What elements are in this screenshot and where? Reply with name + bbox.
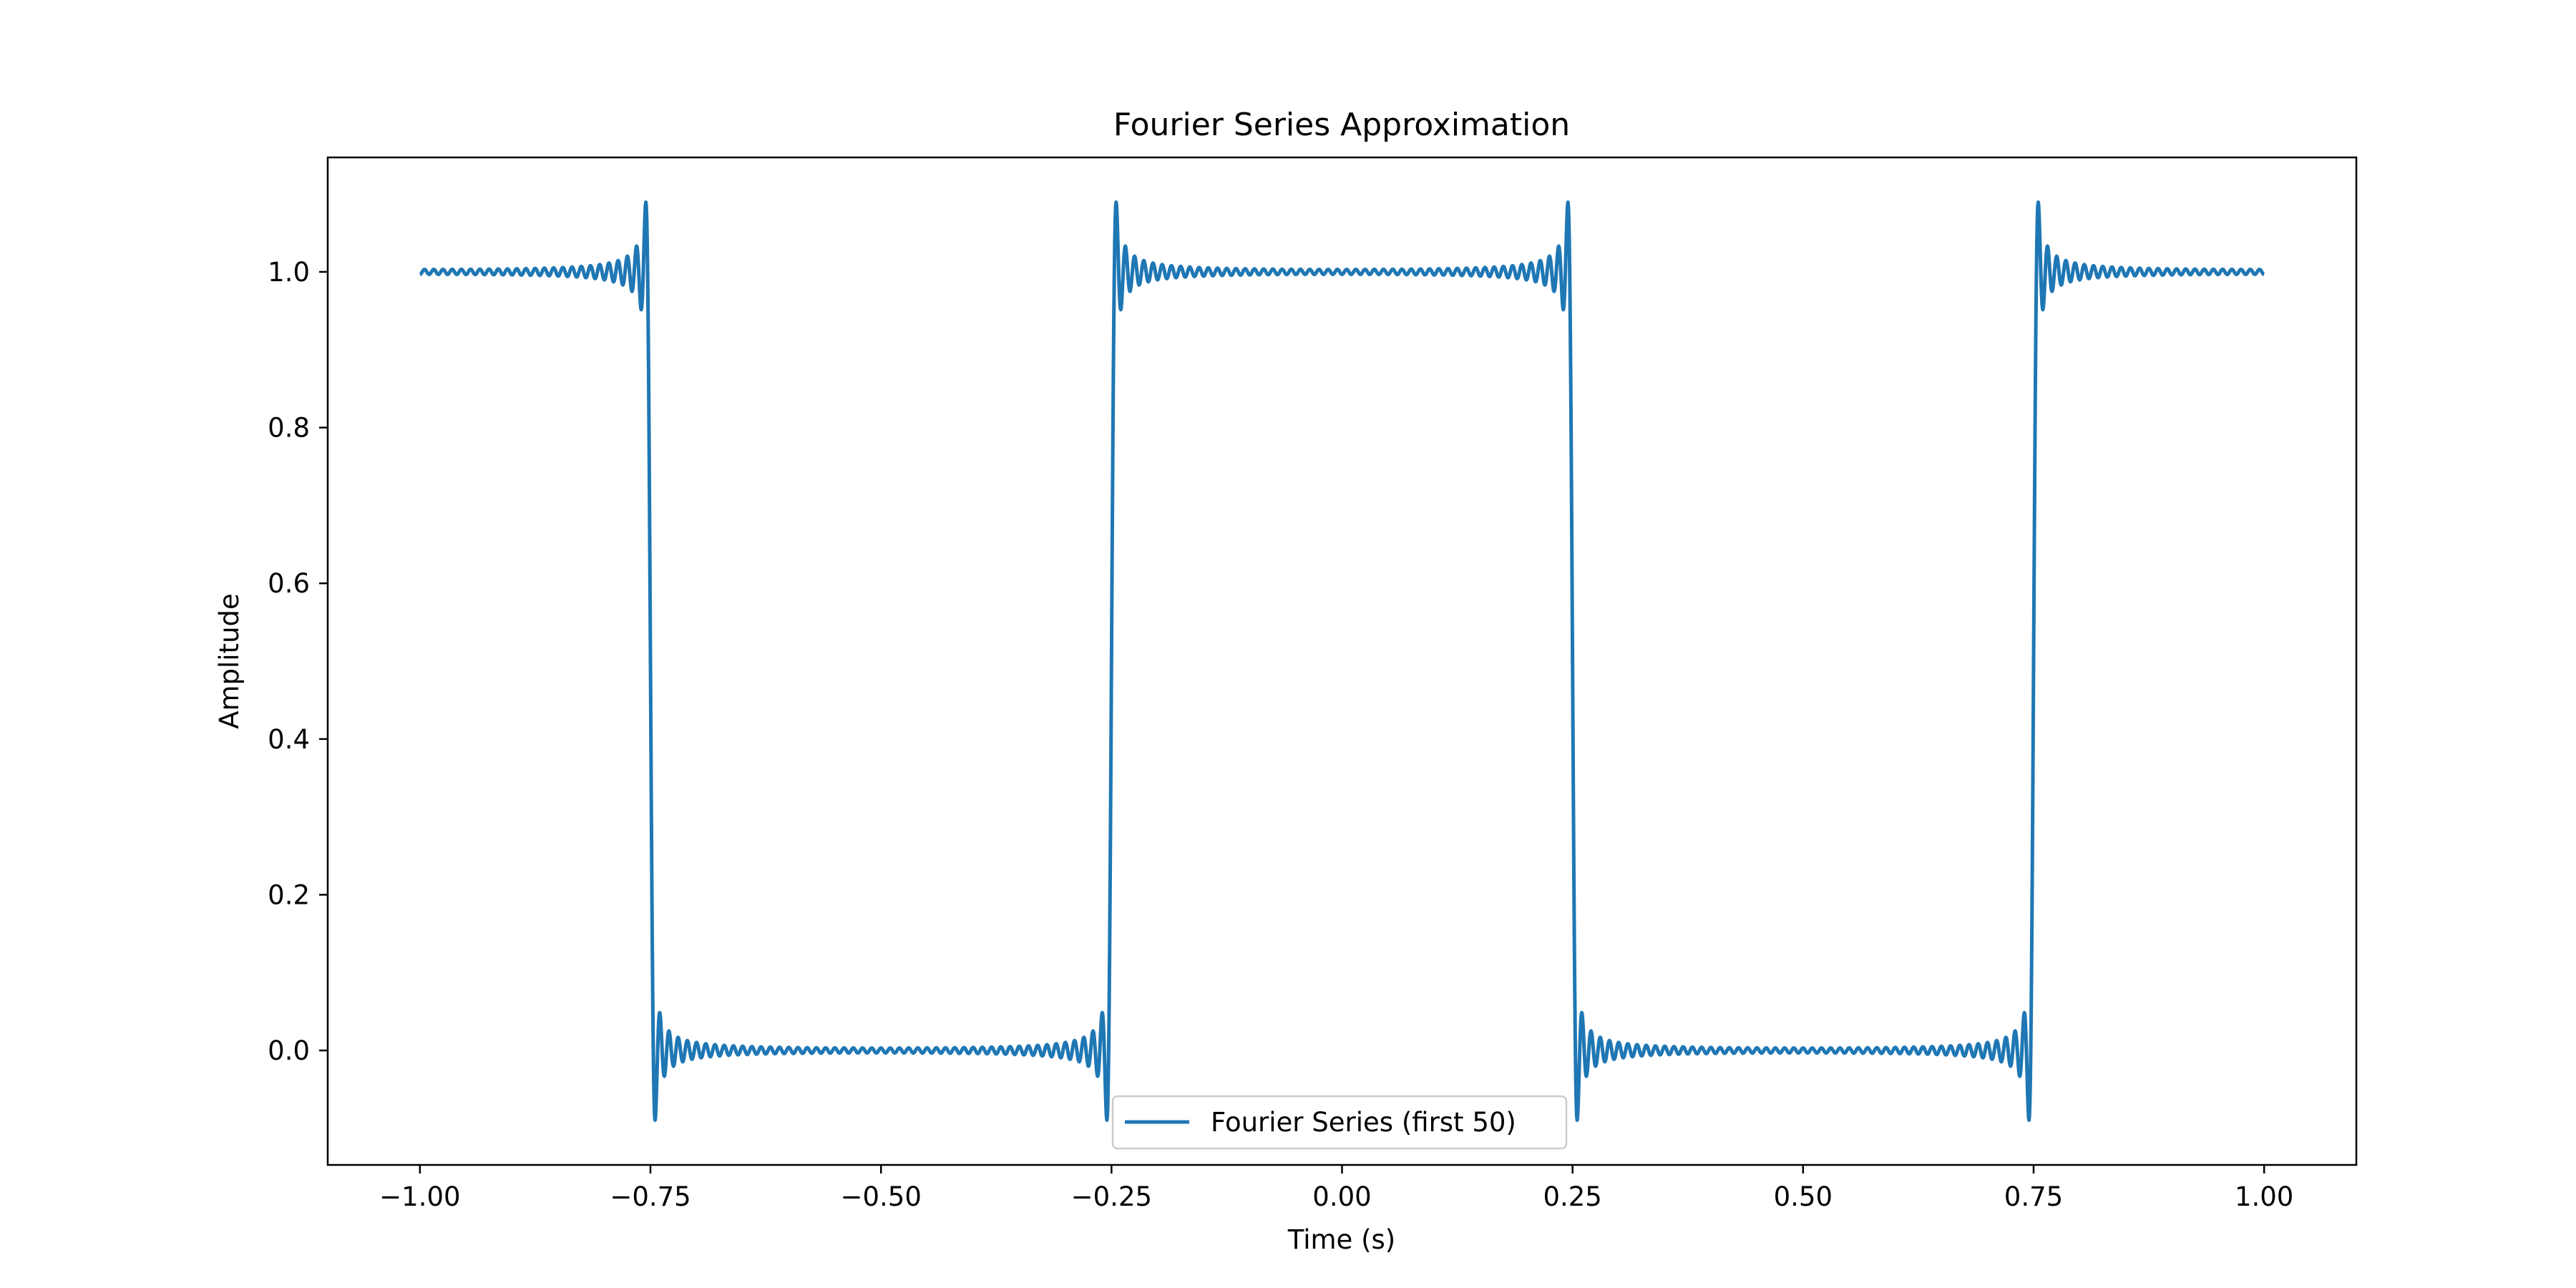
legend-label: Fourier Series (first 50): [1211, 1107, 1516, 1138]
y-tick-label: 0.0: [268, 1035, 310, 1066]
legend-box: [1111, 1095, 1568, 1150]
x-tick-label: 0.00: [1312, 1181, 1371, 1212]
x-tick-label: −1.00: [379, 1181, 460, 1212]
series-line: [419, 200, 2265, 1122]
y-tick-label: 0.8: [268, 413, 310, 444]
y-tick-label: 0.4: [268, 724, 310, 755]
y-tick-label: 1.0: [268, 257, 310, 288]
chart-title: Fourier Series Approximation: [1113, 107, 1570, 143]
y-tick-label: 0.6: [268, 568, 310, 599]
x-tick-label: −0.75: [610, 1181, 691, 1212]
x-tick-label: 0.75: [2004, 1181, 2063, 1212]
y-axis: 0.0 0.2 0.4 0.6 0.8 1.0: [268, 257, 328, 1066]
x-tick-label: −0.25: [1071, 1181, 1152, 1212]
y-tick-label: 0.2: [268, 879, 310, 910]
y-axis-label: Amplitude: [214, 593, 245, 729]
x-tick-label: 0.50: [1774, 1181, 1833, 1212]
x-axis: −1.00 −0.75 −0.50 −0.25 0.00 0.25 0.50 0.75 1.00: [379, 1165, 2293, 1212]
series-layer: [419, 200, 2265, 1122]
x-axis-label: Time (s): [1287, 1224, 1395, 1255]
legend: Fourier Series (first 50): [1111, 1095, 1568, 1150]
x-tick-label: 0.25: [1543, 1181, 1601, 1212]
x-tick-label: −0.50: [840, 1181, 921, 1212]
x-tick-label: 1.00: [2235, 1181, 2293, 1212]
